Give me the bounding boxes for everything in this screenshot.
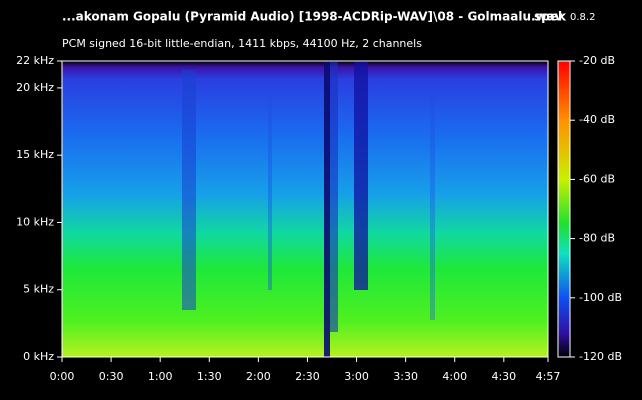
x-tick-label: 2:30: [295, 370, 320, 383]
x-tick-label: 0:00: [50, 370, 75, 383]
y-tick-label: 22 kHz: [16, 54, 54, 67]
subtitle: PCM signed 16-bit little-endian, 1411 kb…: [62, 37, 422, 50]
file-title: ...akonam Gopalu (Pyramid Audio) [1998-A…: [62, 10, 563, 24]
spectrogram: [62, 61, 548, 357]
x-tick-label: 4:30: [491, 370, 516, 383]
color-bar-label: -40 dB: [579, 113, 615, 126]
y-tick-label: 0 kHz: [23, 350, 54, 363]
color-bar-label: -80 dB: [579, 232, 615, 245]
color-bar-label: -100 dB: [579, 291, 622, 304]
color-bar-label: -20 dB: [579, 54, 615, 67]
x-tick-label: 1:00: [148, 370, 173, 383]
x-tick-label: 4:57: [536, 370, 561, 383]
x-tick-label: 3:00: [344, 370, 369, 383]
y-tick-label: 20 kHz: [16, 81, 54, 94]
app-name: spek: [534, 10, 567, 24]
color-bar-label: -120 dB: [579, 350, 622, 363]
x-tick-label: 0:30: [99, 370, 124, 383]
color-bar-frame: [557, 60, 571, 358]
color-bar: [558, 61, 570, 357]
app-version: 0.8.2: [570, 12, 595, 23]
y-tick-label: 5 kHz: [23, 283, 54, 296]
x-tick-label: 1:30: [197, 370, 222, 383]
y-tick-label: 10 kHz: [16, 215, 54, 228]
x-tick-label: 2:00: [246, 370, 271, 383]
y-tick-label: 15 kHz: [16, 148, 54, 161]
x-tick-label: 3:30: [393, 370, 418, 383]
x-tick-label: 4:00: [442, 370, 467, 383]
color-bar-label: -60 dB: [579, 172, 615, 185]
plot-frame: [61, 60, 549, 358]
